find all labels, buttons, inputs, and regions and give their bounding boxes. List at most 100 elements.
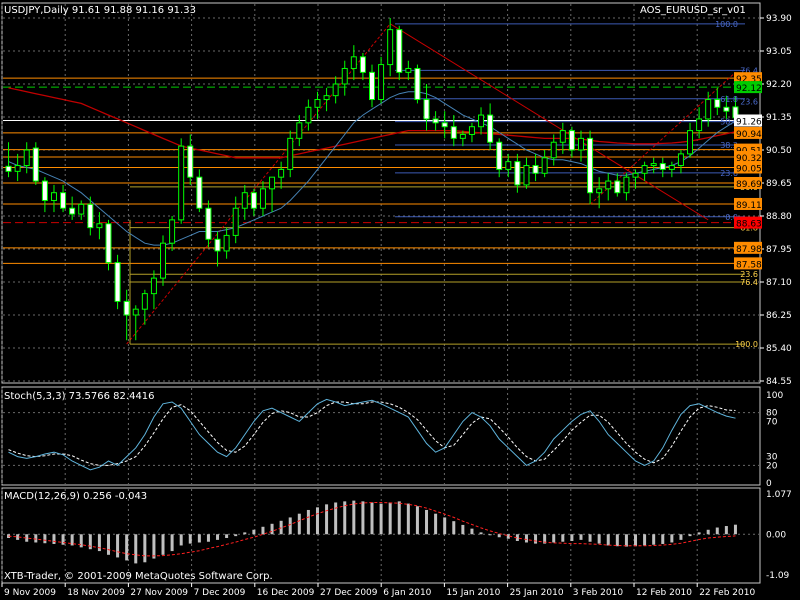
stochastic-signal-line [8, 401, 736, 466]
time-axis: 9 Nov 2009 18 Nov 2009 27 Nov 2009 7 Dec 20… [1, 583, 755, 598]
macd-histogram-bar [679, 534, 683, 540]
macd-histogram-bar [88, 534, 92, 550]
macd-histogram-bar [397, 501, 401, 535]
macd-histogram-bar [143, 534, 147, 563]
bearish-candle [432, 118, 439, 124]
bearish-candle [568, 130, 575, 151]
bullish-candle [650, 163, 657, 167]
price-panel[interactable]: 100.061.850.038.223.60.050.061.823.676.4… [1, 2, 792, 387]
level-price-tag: 90.94 [736, 130, 762, 140]
level-price-tag-box [734, 150, 762, 163]
trend-line-down [389, 23, 709, 221]
bullish-candle [141, 293, 148, 310]
bearish-candle [423, 99, 430, 120]
bearish-candle [41, 180, 48, 201]
macd-histogram-bar [16, 534, 20, 540]
bullish-candle [169, 219, 176, 244]
macd-histogram-bar [534, 534, 538, 544]
level-price-tag: 92.12 [736, 84, 762, 94]
macd-histogram-bar [170, 534, 174, 552]
bullish-candle [459, 133, 466, 139]
macd-histogram-bar [570, 534, 574, 541]
macd-histogram-bar [116, 534, 120, 558]
level-price-tag: 90.05 [736, 164, 762, 174]
bearish-candle [396, 29, 403, 73]
bullish-candle [468, 126, 475, 135]
macd-histogram-bar [670, 534, 674, 543]
time-tick-label: 7 Dec 2009 [194, 588, 246, 598]
bullish-candle [605, 180, 612, 190]
bullish-candle [523, 165, 530, 186]
macd-histogram-bar [206, 534, 210, 542]
macd-histogram-bar [388, 502, 392, 535]
macd-histogram-bar [543, 534, 547, 544]
price-panel-frame [1, 2, 761, 384]
stochastic-main-line [8, 398, 736, 471]
bearish-candle [359, 56, 366, 73]
level-price-tag-box [734, 197, 762, 210]
stochastic-tick-label: 100 [766, 391, 783, 401]
macd-histogram-bar [352, 500, 356, 535]
bullish-candle [160, 242, 167, 279]
bullish-candle [314, 99, 321, 108]
macd-histogram-bar [506, 534, 510, 539]
bullish-candle [541, 157, 548, 174]
bearish-candle [123, 300, 130, 316]
bearish-candle [369, 71, 375, 101]
candlesticks[interactable] [5, 18, 739, 341]
price-tick-label: 84.55 [766, 377, 792, 387]
bullish-candle [596, 188, 603, 194]
macd-histogram-bar [79, 534, 83, 548]
bearish-candle [87, 203, 94, 229]
fib-label: 23.6 [740, 97, 758, 106]
time-tick-label: 27 Nov 2009 [130, 588, 188, 598]
macd-histogram [7, 500, 737, 564]
bullish-candle [287, 137, 294, 170]
stochastic-tick-label: 70 [766, 417, 778, 427]
bullish-candle [668, 165, 675, 170]
time-tick-label: 9 Nov 2009 [4, 588, 56, 598]
macd-histogram-bar [216, 534, 220, 540]
bullish-candle [278, 168, 285, 178]
bullish-candle [296, 122, 303, 139]
stochastic-panel-frame [1, 386, 761, 486]
macd-histogram-bar [315, 507, 319, 535]
macd-histogram-bar [125, 534, 129, 561]
time-tick-label: 22 Feb 2010 [699, 588, 755, 598]
macd-title: MACD(12,26,9) 0.256 -0.043 [4, 491, 147, 502]
macd-histogram-bar [197, 534, 201, 543]
level-price-tag-box [734, 257, 762, 270]
macd-histogram-bar [415, 506, 419, 535]
bullish-candle [259, 188, 266, 209]
bullish-candle [14, 165, 21, 172]
fib-label: 100.0 [715, 20, 738, 29]
bullish-candle [96, 223, 103, 229]
macd-histogram-bar [179, 534, 183, 546]
level-price-tag: 87.98 [736, 245, 762, 255]
price-tick-label: 88.80 [766, 212, 792, 222]
macd-histogram-bar [452, 521, 456, 535]
level-price-tag: 90.32 [736, 154, 762, 164]
fib-label: 38.2 [720, 141, 738, 150]
time-tick-label: 25 Jan 2010 [510, 588, 564, 598]
bullish-candle [577, 137, 584, 151]
bearish-candle [714, 99, 721, 108]
macd-histogram-bar [661, 534, 665, 544]
macd-histogram-bar [697, 532, 701, 535]
macd-histogram-bar [297, 513, 301, 535]
macd-histogram-bar [615, 534, 619, 547]
bullish-candle [505, 161, 512, 170]
bearish-candle [414, 67, 421, 101]
bullish-candle [305, 106, 312, 124]
fib-label: 100.0 [735, 340, 758, 349]
fast-moving-average [8, 91, 736, 246]
copyright-text: XTB-Trader, © 2001-2009 MetaQuotes Softw… [4, 571, 273, 582]
macd-histogram-bar [152, 534, 156, 559]
bearish-candle [659, 163, 666, 170]
macd-histogram-bar [270, 523, 274, 535]
time-tick-label: 27 Dec 2009 [320, 588, 378, 598]
bullish-candle [269, 176, 276, 190]
